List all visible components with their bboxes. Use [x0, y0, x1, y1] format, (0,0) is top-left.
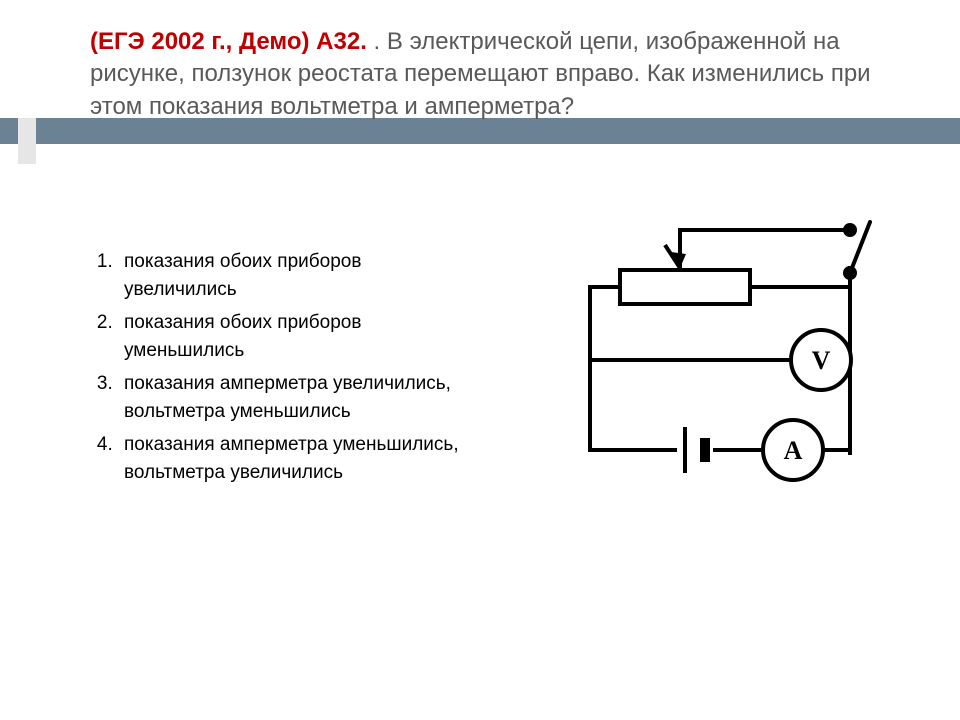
- circuit-diagram: VA: [560, 200, 900, 520]
- answer-list: показания обоих приборов увеличились пок…: [90, 248, 470, 492]
- question-highlight: (ЕГЭ 2002 г., Демо) А32.: [90, 28, 367, 55]
- svg-text:A: A: [784, 436, 803, 465]
- answer-option: показания обоих приборов увеличились: [118, 248, 470, 303]
- answer-option: показания амперметра уменьшились, вольтм…: [118, 431, 470, 486]
- accent-tick: [18, 118, 36, 164]
- svg-text:V: V: [812, 346, 831, 375]
- answer-option: показания амперметра увеличились, вольтм…: [118, 370, 470, 425]
- question-text: (ЕГЭ 2002 г., Демо) А32. . В электрическ…: [90, 26, 890, 123]
- answer-option: показания обоих приборов уменьшились: [118, 309, 470, 364]
